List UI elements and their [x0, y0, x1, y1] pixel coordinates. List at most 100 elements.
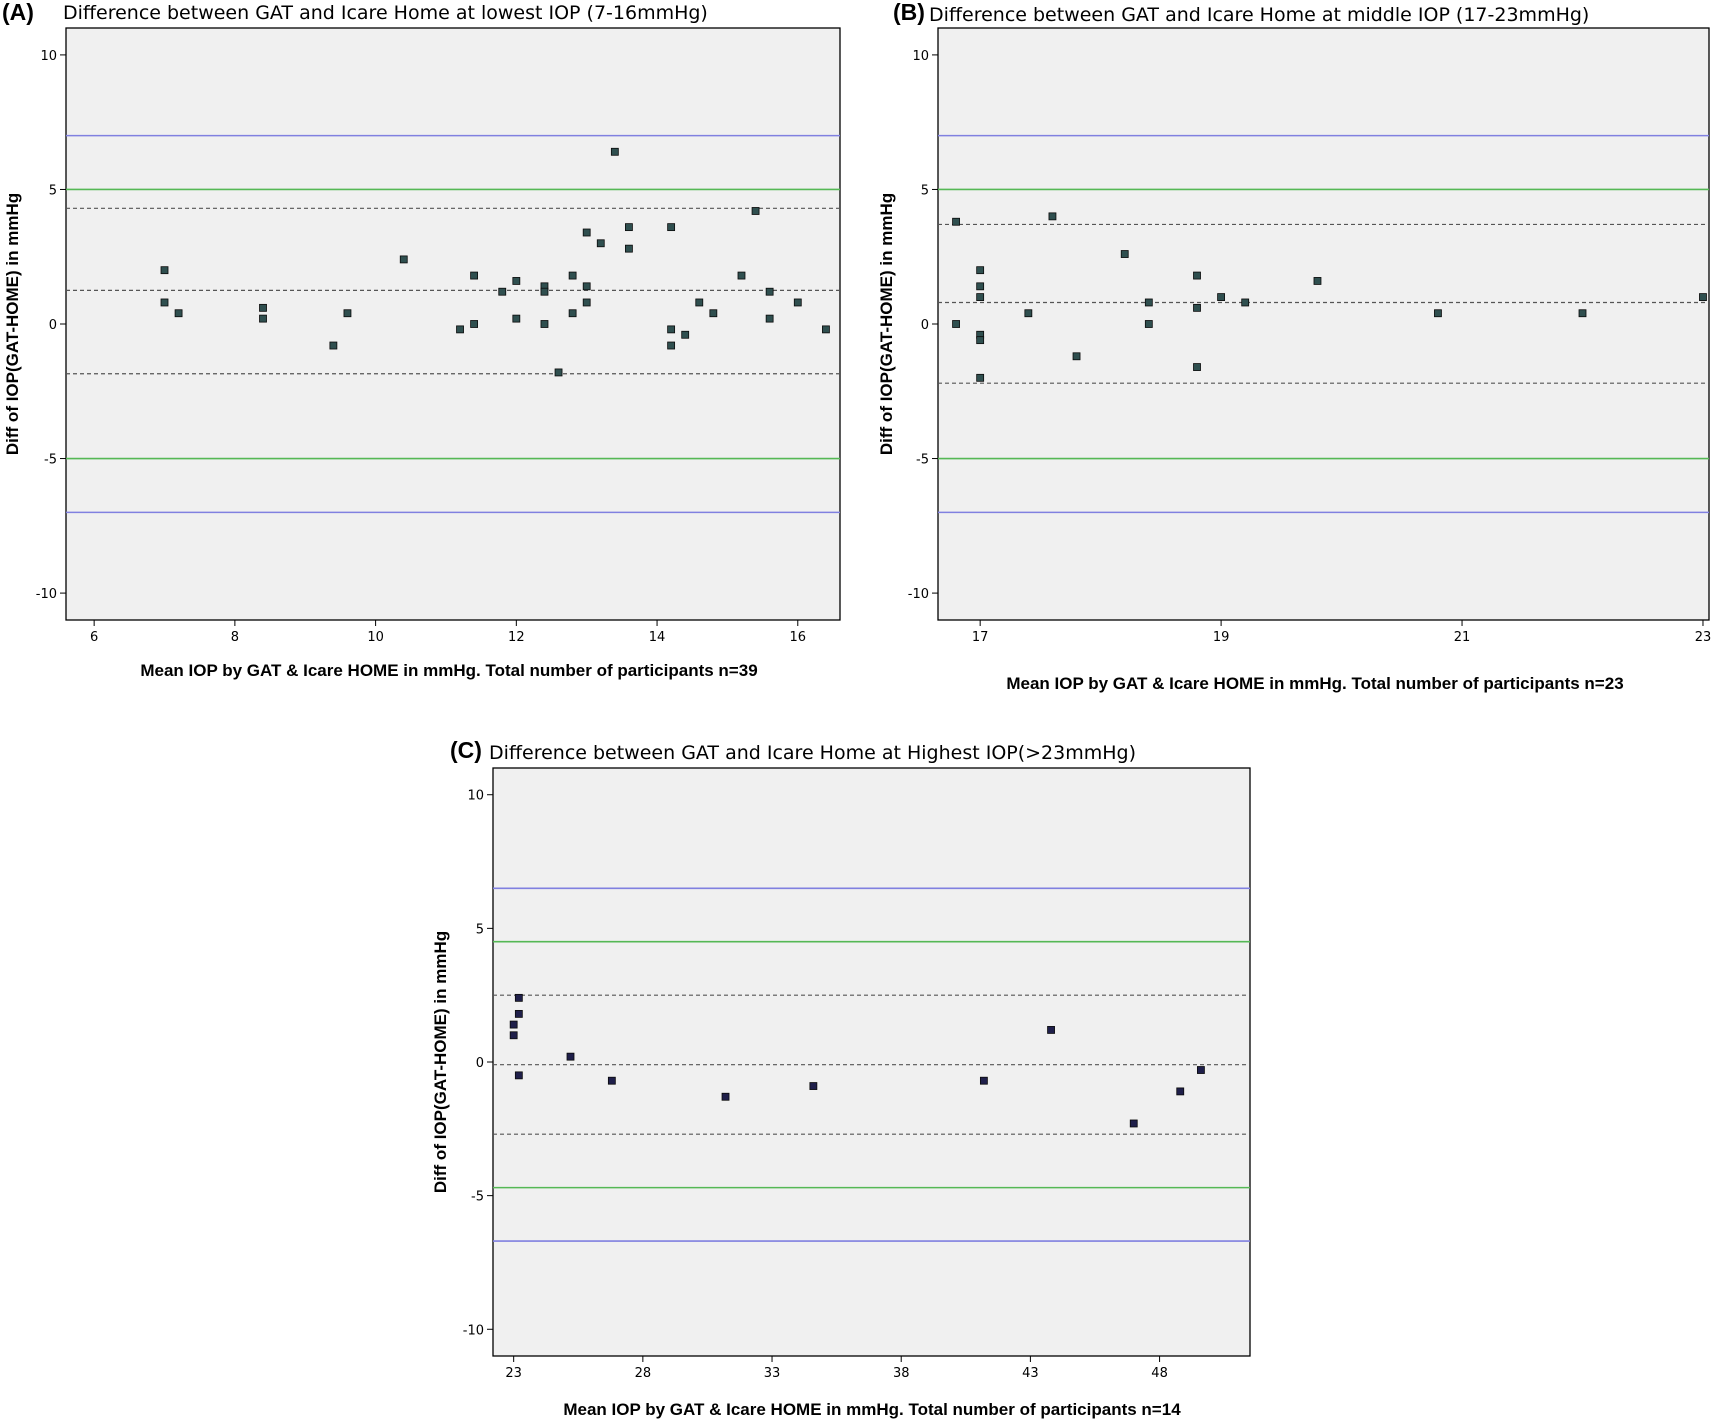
panel-a-x-axis-label: Mean IOP by GAT & Icare HOME in mmHg. To…: [140, 661, 757, 680]
panel-a-data-point-32: [709, 309, 718, 318]
panel-c-x-ticks: 23 28 33 38 43 48: [505, 1356, 1168, 1381]
panel-c-data-point-3: [514, 1009, 523, 1018]
panel-b-points: [952, 212, 1707, 382]
panel-b-data-point-13: [1144, 320, 1153, 328]
panel-b-data-point-2: [976, 266, 985, 275]
panel-b-data-point-6: [976, 336, 985, 345]
panel-a-data-point-26: [625, 244, 633, 253]
panel-c-y-tick-label: 5: [476, 922, 484, 937]
panel-a-y-ticks: 10 5 0 -5 -10: [36, 49, 66, 602]
panel-b-y-tick-label: 10: [912, 49, 929, 64]
panel-a-data-point-10: [470, 320, 479, 328]
panel-b-data-point-19: [1313, 277, 1322, 285]
panel-a-data-point-36: [765, 314, 774, 323]
panel-a-data-point-19: [568, 309, 577, 318]
panel-a-plot-area: [65, 27, 841, 621]
panel-c-x-tick-label: 48: [1151, 1366, 1168, 1381]
panel-c-data-point-1: [509, 1031, 518, 1040]
panel-c-data-point-13: [1197, 1066, 1205, 1074]
panel-b-data-point-17: [1217, 293, 1226, 301]
panel-a-data-point-30: [681, 330, 690, 339]
panel-b-data-point-21: [1578, 309, 1587, 318]
panel-c-x-tick-label: 38: [893, 1366, 910, 1381]
panel-a-title: Difference between GAT and Icare Home at…: [63, 2, 708, 24]
panel-a-data-point-22: [582, 298, 591, 307]
panel-a-data-point-29: [667, 341, 676, 350]
panel-a-data-point-34: [751, 207, 760, 215]
panel-c-x-axis-label: Mean IOP by GAT & Icare HOME in mmHg. To…: [563, 1400, 1181, 1419]
panel-b-data-point-10: [1072, 352, 1081, 361]
panel-a-data-point-9: [470, 271, 479, 280]
panel-a-data-point-1: [160, 298, 169, 307]
panel-b-data-point-4: [976, 293, 985, 301]
panel-c-data-point-2: [514, 993, 523, 1002]
panel-a-data-point-5: [329, 341, 338, 350]
panel-b-x-tick-label: 21: [1454, 630, 1471, 645]
panel-a-data-point-12: [512, 277, 521, 285]
panel-b-data-point-18: [1241, 298, 1250, 307]
panel-c: (C) Difference between GAT and Icare Hom…: [431, 737, 1251, 1419]
panel-a-x-tick-label: 8: [231, 630, 239, 645]
panel-b-plot-area: [937, 27, 1710, 621]
panel-a-data-point-24: [610, 147, 619, 156]
panel-c-y-tick-label: -5: [471, 1190, 484, 1205]
panel-b-data-point-3: [976, 282, 985, 291]
panel-a-data-point-23: [596, 239, 605, 248]
panel-b-y-tick-label: -10: [908, 587, 929, 602]
panel-a-data-point-21: [582, 282, 591, 291]
panel-b-data-point-7: [976, 373, 985, 382]
panel-c-x-tick-label: 28: [635, 1366, 652, 1381]
panel-c-data-point-0: [509, 1020, 518, 1029]
panel-b-x-tick-label: 19: [1213, 630, 1230, 645]
panel-a-y-tick-label: -5: [44, 453, 57, 468]
panel-a-data-point-7: [399, 255, 408, 264]
panel-c-y-tick-label: -10: [463, 1323, 484, 1338]
panel-b-data-point-0: [952, 217, 960, 226]
panel-a-data-point-31: [695, 298, 704, 307]
panel-c-x-tick-label: 23: [505, 1366, 522, 1381]
panel-c-label: (C): [450, 737, 482, 763]
panel-a-data-point-33: [737, 271, 746, 280]
panel-b-data-point-14: [1193, 271, 1201, 280]
panel-a-y-tick-label: 10: [40, 49, 57, 64]
panel-c-y-tick-label: 10: [467, 789, 484, 804]
panel-b-data-point-12: [1144, 298, 1153, 307]
panel-a-data-point-20: [582, 228, 591, 237]
panel-a-data-point-17: [554, 368, 563, 377]
panel-b-data-point-11: [1120, 250, 1129, 258]
panel-c-title: Difference between GAT and Icare Home at…: [489, 742, 1136, 764]
panel-b-data-point-20: [1434, 309, 1442, 318]
panel-a-y-tick-label: 5: [49, 183, 57, 198]
panel-c-x-tick-label: 43: [1022, 1366, 1039, 1381]
panel-a: (A) Difference between GAT and Icare Hom…: [2, 0, 841, 680]
panel-c-y-tick-label: 0: [476, 1056, 484, 1071]
panel-c-plot-area: [492, 767, 1251, 1357]
panel-b-data-point-8: [1024, 309, 1033, 318]
panel-c-y-axis-label: Diff of IOP(GAT-HOME) in mmHg: [431, 931, 450, 1193]
panel-b-x-tick-label: 23: [1695, 630, 1712, 645]
panel-a-data-point-16: [540, 320, 549, 328]
panel-c-data-point-5: [566, 1052, 575, 1061]
panel-a-data-point-2: [174, 309, 183, 318]
panel-a-x-ticks: 6 8 10 12 14 16: [90, 620, 806, 645]
panel-b-data-point-22: [1699, 293, 1707, 301]
panel-c-reference-lines: [493, 887, 1250, 1242]
panel-c-data-point-11: [1129, 1119, 1138, 1128]
panel-a-data-point-6: [343, 309, 352, 318]
panel-a-data-point-11: [498, 287, 507, 296]
panel-a-x-tick-label: 16: [790, 630, 807, 645]
panel-a-data-point-18: [568, 271, 577, 280]
panel-c-data-point-10: [1047, 1026, 1055, 1034]
panel-a-data-point-27: [667, 223, 676, 232]
panel-c-data-point-6: [607, 1076, 616, 1085]
panel-c-data-point-8: [809, 1082, 818, 1090]
panel-a-data-point-4: [259, 314, 267, 323]
panel-b-x-axis-label: Mean IOP by GAT & Icare HOME in mmHg. To…: [1006, 674, 1623, 693]
panel-c-y-ticks: 10 5 0 -5 -10: [463, 789, 493, 1338]
panel-b-y-tick-label: 5: [921, 183, 929, 198]
panel-a-data-point-3: [259, 303, 267, 312]
panel-a-x-tick-label: 14: [649, 630, 666, 645]
panel-b-y-tick-label: 0: [921, 318, 929, 333]
panel-b-y-tick-label: -5: [916, 453, 929, 468]
panel-b-x-tick-label: 17: [972, 630, 989, 645]
